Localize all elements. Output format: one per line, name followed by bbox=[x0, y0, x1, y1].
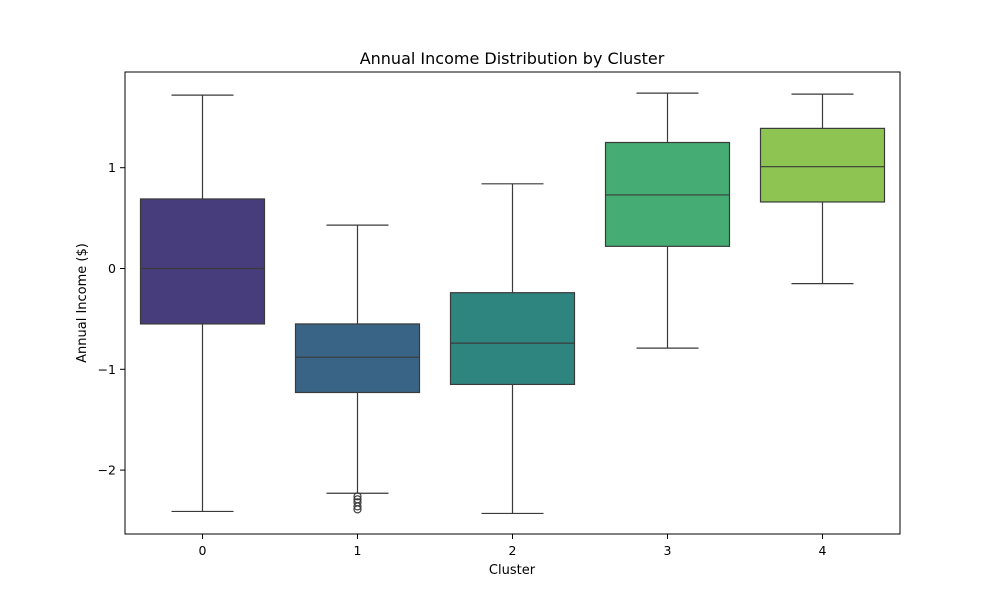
y-tick-label: 1 bbox=[108, 160, 116, 175]
outlier-point bbox=[353, 505, 362, 514]
iqr-box bbox=[139, 198, 266, 325]
iqr-box bbox=[294, 323, 421, 394]
x-tick-label: 1 bbox=[354, 543, 362, 558]
x-tick-label: 2 bbox=[509, 543, 517, 558]
y-tick-label: 0 bbox=[108, 261, 116, 276]
y-tick-label: −1 bbox=[98, 362, 116, 377]
x-axis-label: Cluster bbox=[489, 563, 536, 578]
x-tick-label: 3 bbox=[664, 543, 672, 558]
box-group-2 bbox=[449, 183, 576, 515]
iqr-box bbox=[449, 292, 576, 386]
outlier-point bbox=[353, 502, 362, 511]
x-axis: 0 1 2 3 4 bbox=[199, 534, 827, 558]
plot-area bbox=[139, 92, 886, 515]
y-axis-label: Annual Income ($) bbox=[75, 243, 90, 363]
y-tick-label: −2 bbox=[98, 463, 116, 478]
chart-title: Annual Income Distribution by Cluster bbox=[360, 49, 665, 68]
box-group-4 bbox=[759, 93, 886, 285]
y-axis: 1 0 −1 −2 bbox=[98, 160, 125, 478]
iqr-box bbox=[759, 127, 886, 203]
box-group-3 bbox=[604, 92, 731, 349]
box-group-1 bbox=[294, 224, 421, 514]
outlier-point bbox=[353, 492, 362, 501]
x-tick-label: 4 bbox=[819, 543, 827, 558]
x-tick-label: 0 bbox=[199, 543, 207, 558]
box-group-0 bbox=[139, 94, 266, 513]
